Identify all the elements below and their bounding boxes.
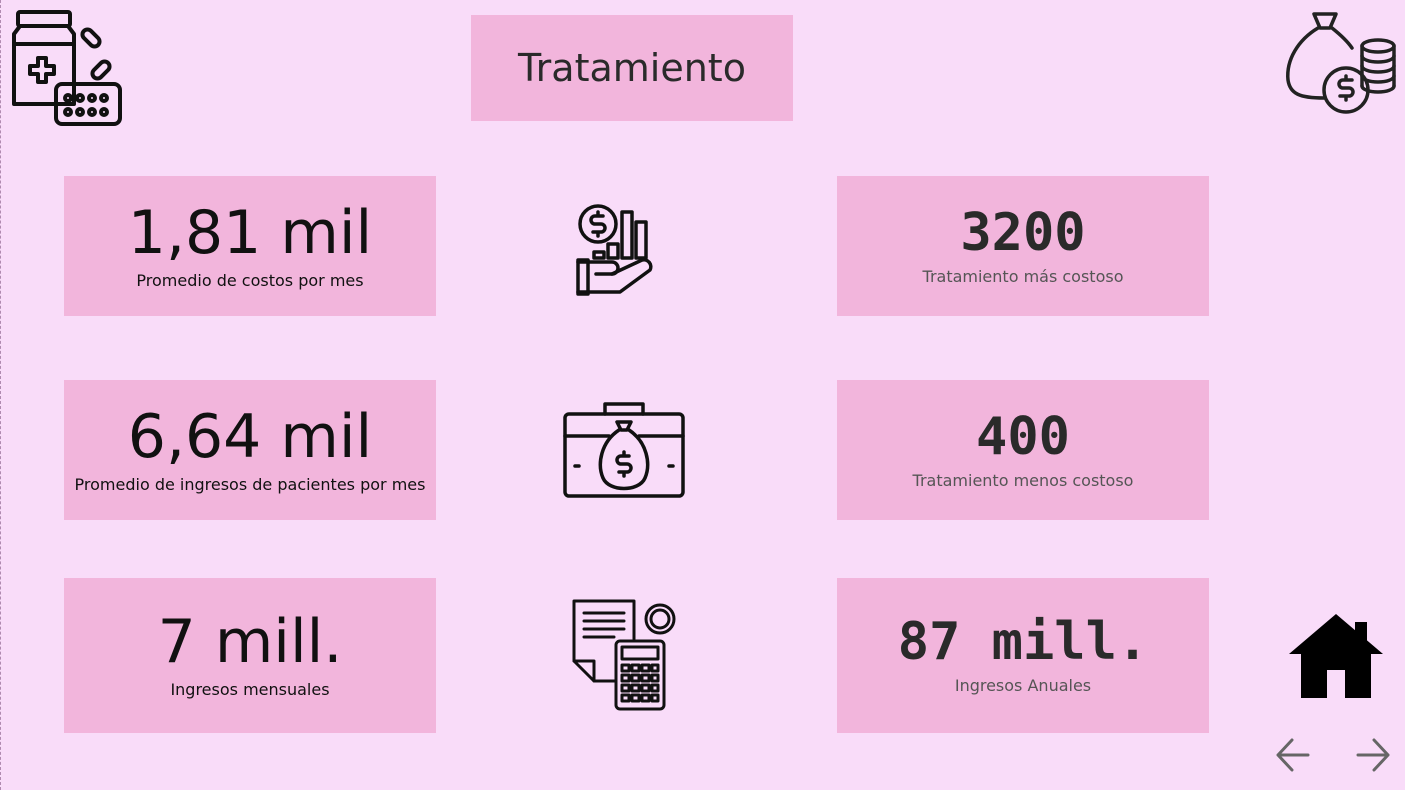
annual-income-label: Ingresos Anuales [954, 676, 1092, 695]
card-avg-costs: 1,81 mil Promedio de costos por mes [64, 176, 436, 316]
money-bag-coins-icon [1286, 12, 1396, 114]
hand-money-chart-icon [576, 204, 653, 296]
max-treatment-value: 3200 [960, 202, 1086, 263]
max-treatment-label: Tratamiento más costoso [922, 266, 1124, 286]
avg-costs-value: 1,81 mil [127, 197, 373, 268]
arrow-left-icon[interactable] [1274, 736, 1312, 774]
card-max-treatment: 3200 Tratamiento más costoso [837, 176, 1209, 316]
avg-income-label: Promedio de ingresos de pacientes por me… [74, 474, 426, 494]
briefcase-money-icon [563, 402, 685, 498]
monthly-income-label: Ingresos mensuales [170, 680, 330, 699]
min-treatment-value: 400 [976, 406, 1070, 467]
arrow-right-icon[interactable] [1354, 736, 1392, 774]
home-icon[interactable] [1287, 612, 1385, 700]
card-monthly-income: 7 mill. Ingresos mensuales [64, 578, 436, 733]
avg-costs-label: Promedio de costos por mes [136, 270, 364, 290]
monthly-income-value: 7 mill. [157, 607, 343, 677]
page-edge-divider [0, 0, 2, 790]
min-treatment-label: Tratamiento menos costoso [912, 470, 1134, 490]
avg-income-value: 6,64 mil [127, 401, 373, 472]
card-min-treatment: 400 Tratamiento menos costoso [837, 380, 1209, 520]
annual-income-value: 87 mill. [897, 612, 1149, 672]
page-title: Tratamiento [471, 15, 793, 121]
medicine-icon [12, 10, 122, 126]
invoice-calculator-icon [572, 599, 676, 711]
card-avg-income: 6,64 mil Promedio de ingresos de pacient… [64, 380, 436, 520]
card-annual-income: 87 mill. Ingresos Anuales [837, 578, 1209, 733]
